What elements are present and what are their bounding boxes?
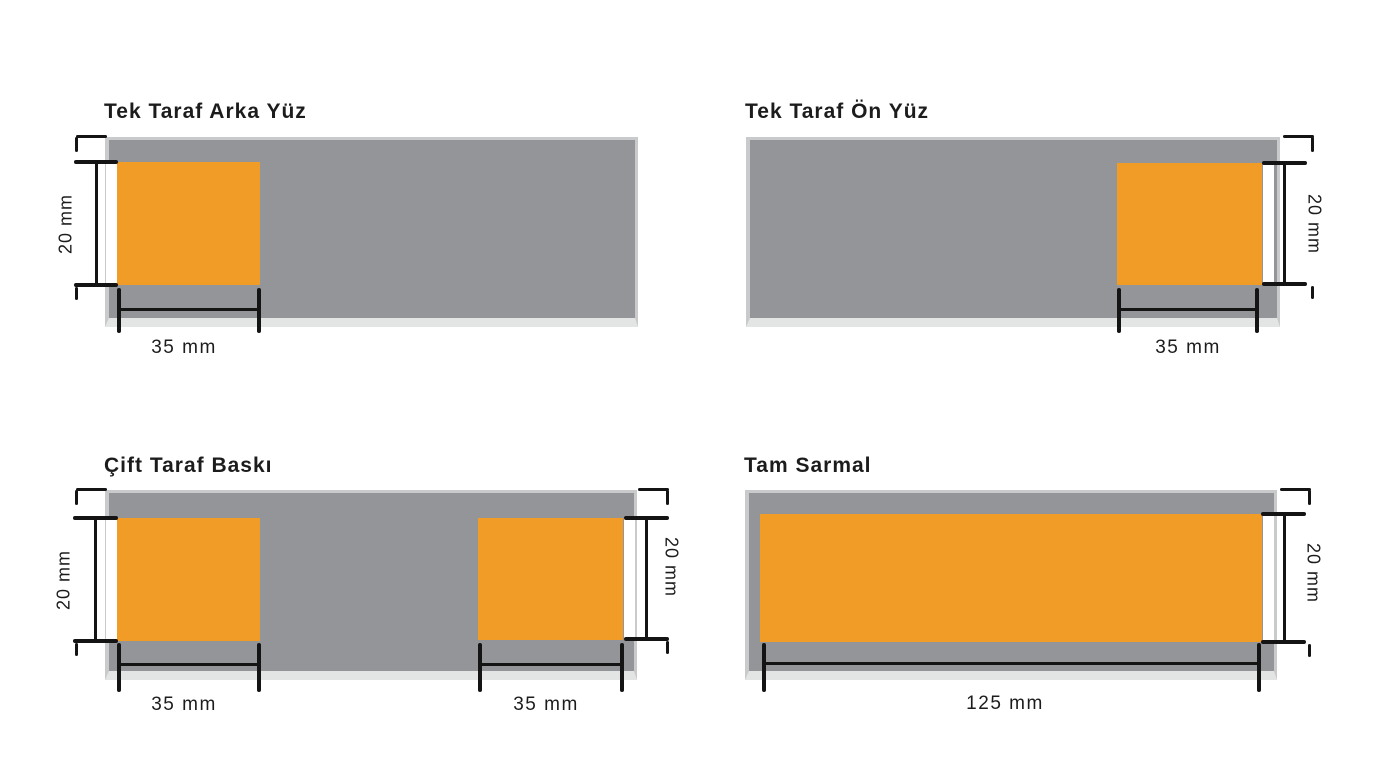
- dimension-tick: [257, 643, 261, 692]
- dimension-nub: [666, 641, 669, 654]
- dimension-tick: [624, 637, 669, 641]
- width-dimension-line: [762, 662, 1260, 665]
- width-dimension-label: 35 mm: [513, 694, 579, 715]
- dimension-nub: [1311, 286, 1314, 299]
- dimension-tick: [478, 643, 482, 692]
- dimension-tick: [1261, 640, 1306, 644]
- height-dimension-label: 20 mm: [1304, 193, 1325, 255]
- section-title-tek-taraf-on-yuz: Tek Taraf Ön Yüz: [745, 100, 930, 123]
- height-dimension-line: [1283, 514, 1286, 643]
- dimension-nub: [75, 643, 78, 656]
- dimension-nub: [1308, 644, 1311, 657]
- dimension-nub: [75, 287, 78, 300]
- height-dimension-line: [645, 518, 648, 640]
- dimension-tick: [117, 643, 121, 692]
- margin-strip-tam-sarmal: [1263, 514, 1274, 642]
- width-dimension-line: [478, 663, 623, 666]
- width-dimension-line: [1117, 308, 1258, 311]
- extension-line: [76, 488, 107, 491]
- dimension-tick: [257, 288, 261, 333]
- extension-line: [1280, 488, 1311, 491]
- width-dimension-label: 35 mm: [1155, 337, 1221, 358]
- dimension-tick: [117, 288, 121, 333]
- section-title-cift-taraf-baski: Çift Taraf Baskı: [104, 454, 273, 477]
- height-dimension-line: [94, 518, 97, 641]
- print-area-cift-left: [117, 518, 260, 641]
- margin-strip-cift-right: [624, 518, 635, 640]
- print-area-arka-yuz: [117, 162, 260, 285]
- section-title-tek-taraf-arka-yuz: Tek Taraf Arka Yüz: [104, 100, 307, 123]
- height-dimension-label: 20 mm: [55, 193, 76, 255]
- extension-line: [76, 135, 107, 138]
- margin-strip-arka-yuz: [106, 162, 117, 285]
- dimension-nub: [666, 490, 669, 505]
- dimension-tick: [1257, 643, 1261, 692]
- width-dimension-label: 35 mm: [151, 337, 217, 358]
- height-dimension-label: 20 mm: [53, 549, 74, 611]
- print-area-on-yuz: [1117, 163, 1262, 285]
- dimension-tick: [73, 639, 118, 643]
- width-dimension-label: 125 mm: [966, 693, 1044, 714]
- dimension-tick: [73, 516, 118, 520]
- height-dimension-label: 20 mm: [661, 536, 682, 598]
- width-dimension-line: [117, 663, 260, 666]
- margin-strip-on-yuz: [1263, 163, 1274, 285]
- dimension-tick: [624, 516, 669, 520]
- height-dimension-line: [1283, 163, 1286, 285]
- width-dimension-line: [117, 308, 260, 311]
- dimension-nub: [1308, 490, 1311, 505]
- print-area-tam-sarmal: [760, 514, 1262, 642]
- print-area-cift-right: [478, 518, 623, 640]
- height-dimension-line: [95, 162, 98, 285]
- dimension-tick: [1262, 282, 1307, 286]
- width-dimension-label: 35 mm: [151, 694, 217, 715]
- dimension-tick: [74, 160, 118, 164]
- dimension-nub: [75, 490, 78, 505]
- dimension-tick: [1262, 161, 1307, 165]
- dimension-tick: [74, 283, 118, 287]
- dimension-tick: [1261, 512, 1306, 516]
- dimension-tick: [620, 643, 624, 692]
- margin-strip-cift-left: [106, 518, 117, 641]
- section-title-tam-sarmal: Tam Sarmal: [744, 454, 872, 477]
- dimension-tick: [762, 643, 766, 692]
- extension-line: [1283, 135, 1314, 138]
- dimension-tick: [1255, 288, 1259, 333]
- dimension-nub: [75, 137, 78, 152]
- height-dimension-label: 20 mm: [1303, 542, 1324, 604]
- dimension-nub: [1311, 137, 1314, 152]
- extension-line: [638, 488, 669, 491]
- dimension-tick: [1117, 288, 1121, 333]
